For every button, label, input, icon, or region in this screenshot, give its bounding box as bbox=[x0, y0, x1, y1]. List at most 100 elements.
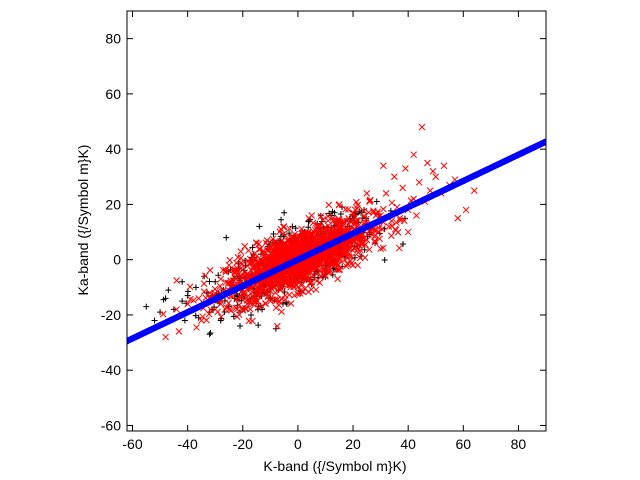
x-marker bbox=[321, 256, 328, 264]
x-marker bbox=[379, 244, 387, 252]
x-marker bbox=[382, 190, 390, 197]
x-marker bbox=[354, 261, 362, 269]
x-marker bbox=[305, 288, 312, 296]
x-marker bbox=[371, 237, 379, 245]
x-marker bbox=[415, 178, 423, 186]
x-marker bbox=[318, 237, 326, 244]
x-marker bbox=[333, 266, 340, 273]
x-marker bbox=[252, 239, 260, 247]
x-marker bbox=[335, 266, 342, 274]
x-marker bbox=[413, 212, 420, 219]
x-marker bbox=[249, 317, 256, 325]
x-marker bbox=[396, 217, 404, 224]
x-tick-label: 60 bbox=[456, 436, 472, 452]
plus-marker bbox=[181, 317, 188, 324]
x-marker bbox=[370, 209, 377, 216]
x-marker bbox=[193, 324, 200, 331]
x-marker bbox=[365, 246, 373, 253]
x-marker bbox=[352, 218, 360, 225]
x-marker bbox=[244, 292, 252, 300]
plus-marker bbox=[256, 223, 263, 230]
x-marker bbox=[334, 275, 342, 283]
x-marker bbox=[353, 205, 361, 212]
x-marker bbox=[297, 287, 304, 295]
x-marker bbox=[279, 254, 286, 261]
x-marker bbox=[393, 219, 400, 227]
x-marker bbox=[296, 263, 304, 270]
fit-line-series bbox=[127, 138, 546, 345]
x-marker bbox=[201, 272, 209, 280]
x-tick-label: 20 bbox=[345, 436, 361, 452]
plus-marker bbox=[331, 209, 338, 216]
x-marker bbox=[238, 261, 246, 268]
x-marker bbox=[266, 246, 273, 254]
x-marker bbox=[320, 266, 328, 274]
x-marker bbox=[247, 300, 254, 307]
x-marker bbox=[281, 296, 289, 303]
x-marker bbox=[344, 206, 352, 213]
x-tick-label: 40 bbox=[400, 436, 416, 452]
x-marker bbox=[287, 300, 295, 307]
plus-marker bbox=[272, 325, 279, 332]
x-marker bbox=[307, 279, 314, 286]
plus-marker bbox=[206, 331, 213, 338]
x-marker bbox=[332, 221, 340, 229]
x-marker bbox=[308, 230, 315, 238]
x-marker bbox=[237, 254, 245, 262]
x-marker bbox=[396, 214, 404, 222]
plus-marker bbox=[223, 234, 230, 241]
x-marker bbox=[237, 294, 245, 302]
x-marker bbox=[276, 286, 284, 294]
x-marker bbox=[410, 151, 418, 159]
x-marker bbox=[200, 280, 208, 287]
x-marker bbox=[206, 266, 214, 274]
x-marker bbox=[301, 244, 309, 251]
x-marker bbox=[173, 306, 180, 313]
plot-frame bbox=[126, 10, 547, 432]
x-marker bbox=[261, 252, 268, 260]
x-marker bbox=[232, 304, 240, 312]
plus-marker bbox=[192, 284, 199, 291]
x-marker bbox=[380, 205, 387, 213]
x-marker bbox=[388, 232, 395, 240]
x-marker bbox=[344, 260, 351, 268]
x-marker bbox=[260, 285, 268, 293]
x-marker bbox=[290, 235, 298, 243]
plus-marker bbox=[151, 317, 158, 324]
y-tick-label: 40 bbox=[105, 141, 121, 157]
x-marker bbox=[282, 239, 289, 247]
x-marker bbox=[207, 306, 215, 313]
x-marker bbox=[251, 255, 259, 263]
x-tick-label: -40 bbox=[178, 436, 198, 452]
x-marker bbox=[354, 217, 362, 224]
x-marker bbox=[187, 295, 194, 303]
x-marker bbox=[317, 251, 325, 259]
x-marker bbox=[371, 227, 379, 234]
x-marker bbox=[399, 184, 407, 192]
x-marker bbox=[241, 272, 248, 280]
x-marker bbox=[341, 244, 349, 251]
x-marker bbox=[226, 256, 234, 264]
x-marker bbox=[226, 267, 234, 275]
x-marker bbox=[267, 297, 274, 305]
x-marker bbox=[222, 279, 230, 286]
x-marker bbox=[338, 223, 346, 231]
x-marker bbox=[254, 292, 262, 299]
x-marker bbox=[162, 333, 169, 341]
x-marker bbox=[272, 256, 280, 264]
plus-marker bbox=[160, 296, 167, 303]
x-marker bbox=[371, 238, 379, 246]
y-tick-label: -20 bbox=[101, 307, 121, 323]
x-marker bbox=[352, 198, 360, 206]
x-marker bbox=[216, 282, 224, 290]
x-marker bbox=[276, 298, 283, 305]
x-tick-label: 80 bbox=[511, 436, 527, 452]
x-marker bbox=[203, 316, 210, 324]
x-marker bbox=[175, 327, 183, 335]
x-marker bbox=[222, 305, 229, 313]
x-marker bbox=[258, 302, 266, 310]
x-marker bbox=[291, 276, 298, 283]
x-marker bbox=[186, 283, 194, 291]
x-tick-label: 0 bbox=[294, 436, 302, 452]
plus-marker bbox=[270, 231, 277, 238]
